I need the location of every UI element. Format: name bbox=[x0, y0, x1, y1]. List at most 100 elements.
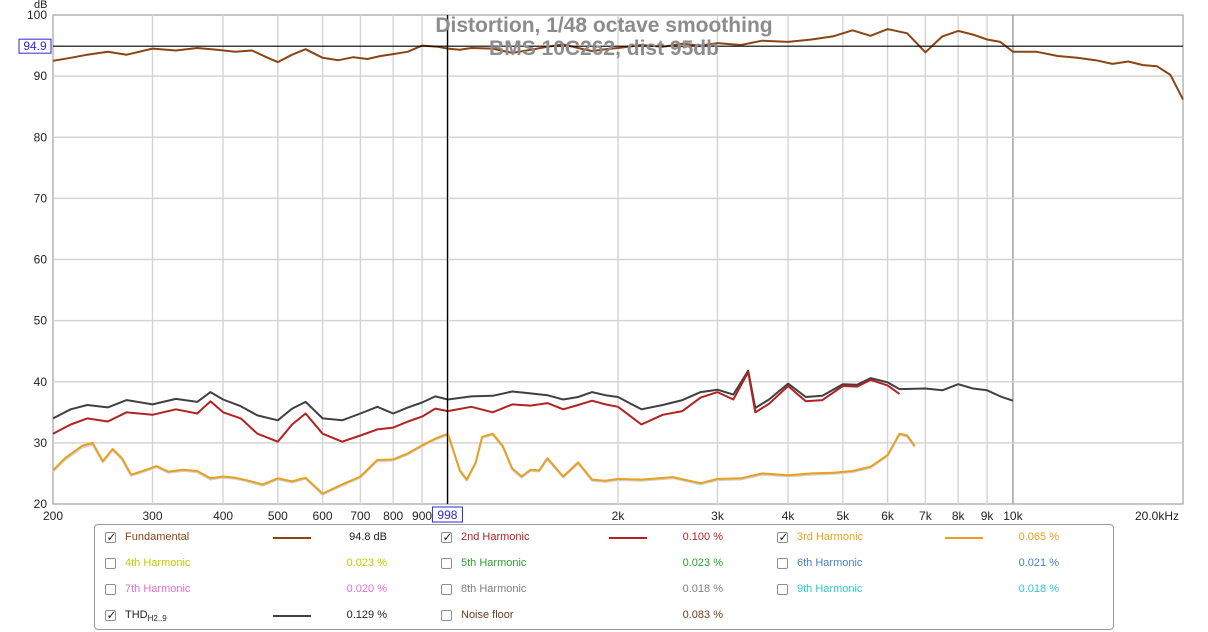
series-layer bbox=[52, 28, 1184, 496]
checkmark-icon: ✓ bbox=[106, 608, 117, 622]
cursor-x-readout-box bbox=[431, 506, 463, 523]
x-tick-label: 20.0kHz bbox=[1135, 509, 1179, 523]
distortion-chart: 20 30 40 50 60 70 80 90 100 200 300 400 500 600 700 800… bbox=[18, 0, 1184, 523]
x-tick-label: 700 bbox=[350, 509, 370, 523]
legend-label: THDH2..9 bbox=[125, 609, 167, 624]
series-line-h3 bbox=[52, 432, 916, 495]
x-tick-label: 3k bbox=[711, 509, 725, 523]
legend-line-swatch bbox=[609, 537, 647, 539]
legend-label: 9th Harmonic bbox=[797, 583, 863, 595]
x-tick-label: 2k bbox=[612, 509, 626, 523]
legend-value: 0.023 % bbox=[346, 557, 387, 569]
y-tick-label: 70 bbox=[34, 191, 48, 205]
grid-lines bbox=[53, 15, 1183, 504]
x-tick-label: 5k bbox=[836, 509, 850, 523]
legend-checkbox-h9[interactable] bbox=[777, 584, 788, 595]
legend-checkbox-h3[interactable]: ✓ bbox=[777, 530, 789, 544]
legend-item-h3: ✓ 3rd Harmonic 0.065 % bbox=[777, 525, 1107, 551]
legend-item-h2: ✓ 2nd Harmonic 0.100 % bbox=[441, 525, 771, 551]
legend-value: 0.018 % bbox=[1018, 583, 1059, 595]
y-tick-label: 60 bbox=[34, 253, 48, 267]
x-tick-label: 4k bbox=[782, 509, 796, 523]
legend-label: Fundamental bbox=[125, 531, 190, 543]
y-tick-label: 30 bbox=[34, 436, 48, 450]
legend-label: 2nd Harmonic bbox=[461, 531, 530, 543]
legend-item-h8: 8th Harmonic 0.018 % bbox=[441, 577, 771, 603]
legend-label: 6th Harmonic bbox=[797, 557, 863, 569]
legend-value: 0.065 % bbox=[1018, 531, 1059, 543]
checkmark-icon: ✓ bbox=[106, 530, 117, 544]
y-tick-label: 90 bbox=[34, 69, 48, 83]
legend-label: 8th Harmonic bbox=[461, 583, 527, 595]
axis-ticks: 20 30 40 50 60 70 80 90 100 200 300 400 500 600 700 800… bbox=[27, 8, 1179, 523]
legend-item-h5: 5th Harmonic 0.023 % bbox=[441, 551, 771, 577]
series-line-h2 bbox=[52, 371, 901, 443]
cursor-y-readout: 94.9 bbox=[23, 39, 47, 53]
x-tick-label: 6k bbox=[881, 509, 895, 523]
legend-value: 0.083 % bbox=[682, 609, 723, 621]
x-tick-label: 10k bbox=[1003, 509, 1023, 523]
legend-checkbox-h7[interactable] bbox=[105, 584, 116, 595]
legend-label: 4th Harmonic bbox=[125, 557, 191, 569]
legend-item-noise: Noise floor 0.083 % bbox=[441, 603, 771, 629]
legend-value: 0.100 % bbox=[682, 531, 723, 543]
series-line-thd bbox=[52, 369, 1014, 422]
legend-item-thd: ✓ THDH2..9 0.129 % bbox=[105, 603, 435, 629]
chart-title: Distortion, 1/48 octave smoothing bbox=[435, 14, 772, 37]
x-tick-label: 7k bbox=[919, 509, 933, 523]
legend-checkbox-h2[interactable]: ✓ bbox=[441, 530, 453, 544]
chart-subtitle: BMS 10C262, dist 95db bbox=[489, 37, 719, 60]
legend-value: 0.023 % bbox=[682, 557, 723, 569]
legend-value: 0.018 % bbox=[682, 583, 723, 595]
cursor-y-readout-box bbox=[18, 38, 52, 54]
legend-checkbox-h5[interactable] bbox=[441, 558, 452, 569]
legend-item-h4: 4th Harmonic 0.023 % bbox=[105, 551, 435, 577]
checkmark-icon: ✓ bbox=[442, 530, 453, 544]
series-line-fundamental bbox=[52, 28, 1184, 100]
legend-checkbox-h6[interactable] bbox=[777, 558, 788, 569]
legend-value: 0.129 % bbox=[346, 609, 387, 621]
legend-value: 94.8 dB bbox=[349, 531, 387, 543]
x-tick-label: 600 bbox=[313, 509, 333, 523]
legend-checkbox-fundamental[interactable]: ✓ bbox=[105, 530, 117, 544]
x-tick-label: 400 bbox=[213, 509, 233, 523]
y-tick-label: 50 bbox=[34, 314, 48, 328]
y-tick-label: 100 bbox=[27, 8, 47, 22]
legend-checkbox-h8[interactable] bbox=[441, 584, 452, 595]
y-tick-label: 40 bbox=[34, 375, 48, 389]
legend-label-subscript: H2..9 bbox=[147, 614, 167, 624]
x-tick-label: 500 bbox=[268, 509, 288, 523]
legend-row: ✓ Fundamental 94.8 dB ✓ 2nd Harmonic 0.100 % ✓… bbox=[95, 525, 1113, 551]
legend-checkbox-thd[interactable]: ✓ bbox=[105, 608, 117, 622]
legend-row: 4th Harmonic 0.023 % 5th Harmonic 0.023 % 6t… bbox=[95, 551, 1113, 577]
legend-value: 0.021 % bbox=[1018, 557, 1059, 569]
legend-item-h7: 7th Harmonic 0.020 % bbox=[105, 577, 435, 603]
x-tick-label: 8k bbox=[952, 509, 966, 523]
legend-row: 7th Harmonic 0.020 % 8th Harmonic 0.018 % 9t… bbox=[95, 577, 1113, 603]
cursor-layer[interactable]: 94.9 998 bbox=[18, 15, 1183, 523]
checkmark-icon: ✓ bbox=[778, 530, 789, 544]
legend-value: 0.020 % bbox=[346, 583, 387, 595]
legend-checkbox-noise[interactable] bbox=[441, 610, 452, 621]
legend-line-swatch bbox=[273, 537, 311, 539]
x-tick-label: 300 bbox=[142, 509, 162, 523]
legend-item-fundamental: ✓ Fundamental 94.8 dB bbox=[105, 525, 435, 551]
legend-checkbox-h4[interactable] bbox=[105, 558, 116, 569]
legend-panel: ✓ Fundamental 94.8 dB ✓ 2nd Harmonic 0.100 % ✓… bbox=[94, 524, 1114, 630]
legend-line-swatch bbox=[273, 615, 311, 617]
x-tick-label: 800 bbox=[383, 509, 403, 523]
y-tick-label: 20 bbox=[34, 497, 48, 511]
legend-row: ✓ THDH2..9 0.129 % Noise floor 0.083 % bbox=[95, 603, 1113, 629]
legend-label: 7th Harmonic bbox=[125, 583, 191, 595]
y-tick-label: 80 bbox=[34, 130, 48, 144]
legend-label: 3rd Harmonic bbox=[797, 531, 864, 543]
x-tick-label: 200 bbox=[43, 509, 63, 523]
legend-item-h9: 9th Harmonic 0.018 % bbox=[777, 577, 1107, 603]
x-tick-label: 900 bbox=[412, 509, 432, 523]
legend-label: Noise floor bbox=[461, 609, 514, 621]
legend-label: 5th Harmonic bbox=[461, 557, 527, 569]
x-tick-label: 9k bbox=[981, 509, 995, 523]
legend-item-h6: 6th Harmonic 0.021 % bbox=[777, 551, 1107, 577]
legend-line-swatch bbox=[945, 537, 983, 539]
y-axis-unit: dB bbox=[34, 0, 47, 11]
